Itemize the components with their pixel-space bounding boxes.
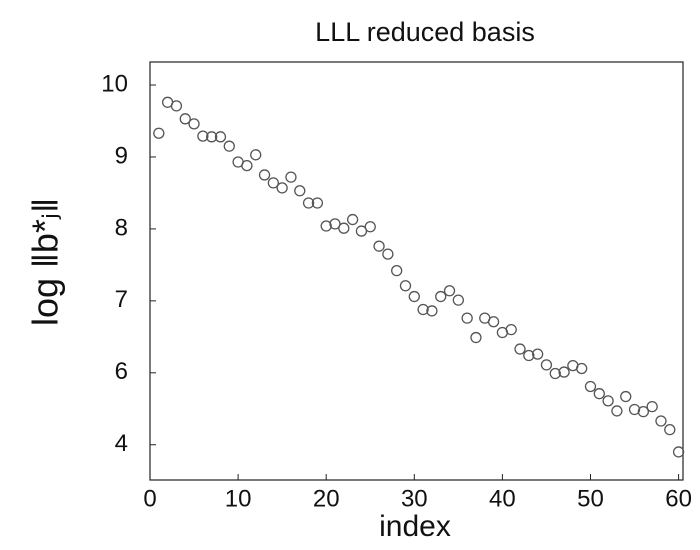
point: [346, 213, 359, 226]
y-axis-label: log ‖b*ⱼ‖: [25, 198, 66, 326]
x-tick-label: 60: [665, 485, 692, 512]
point: [531, 348, 544, 360]
point: [443, 285, 456, 297]
point: [188, 118, 200, 130]
point: [276, 182, 288, 194]
point: [294, 185, 306, 197]
point: [391, 264, 403, 277]
y-tick-label: 10: [101, 70, 128, 97]
point: [382, 248, 394, 260]
point: [364, 221, 376, 233]
point: [558, 366, 570, 378]
point: [250, 149, 262, 161]
point: [514, 343, 526, 355]
point: [664, 423, 676, 436]
point: [241, 159, 253, 172]
point: [214, 131, 227, 143]
point: [355, 225, 368, 237]
point: [620, 390, 632, 403]
point: [302, 197, 315, 209]
point: [408, 290, 420, 303]
x-tick-label: 50: [577, 485, 604, 512]
point: [655, 415, 667, 427]
y-tick-label: 4: [115, 430, 128, 457]
chart-title: LLL reduced basis: [315, 17, 535, 47]
x-tick-label: 40: [489, 485, 516, 512]
point: [285, 171, 297, 183]
y-tick-label: 9: [115, 142, 128, 169]
point: [267, 177, 279, 189]
point: [611, 405, 623, 417]
point: [399, 280, 412, 292]
point: [417, 303, 429, 316]
point: [170, 100, 183, 112]
point: [672, 446, 685, 458]
point: [602, 395, 614, 407]
x-tick-label: 10: [225, 485, 252, 512]
point: [452, 294, 464, 306]
point: [470, 331, 482, 344]
y-tick-label: 6: [115, 358, 128, 385]
y-tick-label: 8: [115, 214, 128, 241]
plot-frame: [149, 61, 684, 481]
x-tick-label: 20: [313, 485, 340, 512]
point: [523, 349, 535, 362]
point: [179, 113, 191, 125]
point: [311, 197, 324, 209]
point: [505, 323, 517, 336]
point: [223, 140, 235, 152]
point: [461, 312, 473, 324]
point: [549, 367, 561, 380]
point: [576, 362, 588, 375]
point: [258, 169, 271, 181]
point: [584, 380, 597, 393]
point: [153, 127, 165, 139]
y-tick-label: 7: [115, 286, 128, 313]
x-axis-label: index: [379, 510, 451, 543]
x-tick-label: 30: [401, 485, 428, 512]
point: [206, 131, 218, 143]
point: [338, 222, 350, 234]
point: [373, 240, 385, 252]
point: [197, 130, 209, 142]
point: [487, 316, 500, 328]
point: [329, 218, 341, 230]
point: [637, 406, 650, 418]
point: [593, 388, 605, 400]
point: [540, 359, 553, 371]
point: [435, 290, 447, 303]
x-tick-label: 0: [143, 485, 156, 512]
point: [426, 305, 438, 317]
point: [646, 400, 658, 413]
